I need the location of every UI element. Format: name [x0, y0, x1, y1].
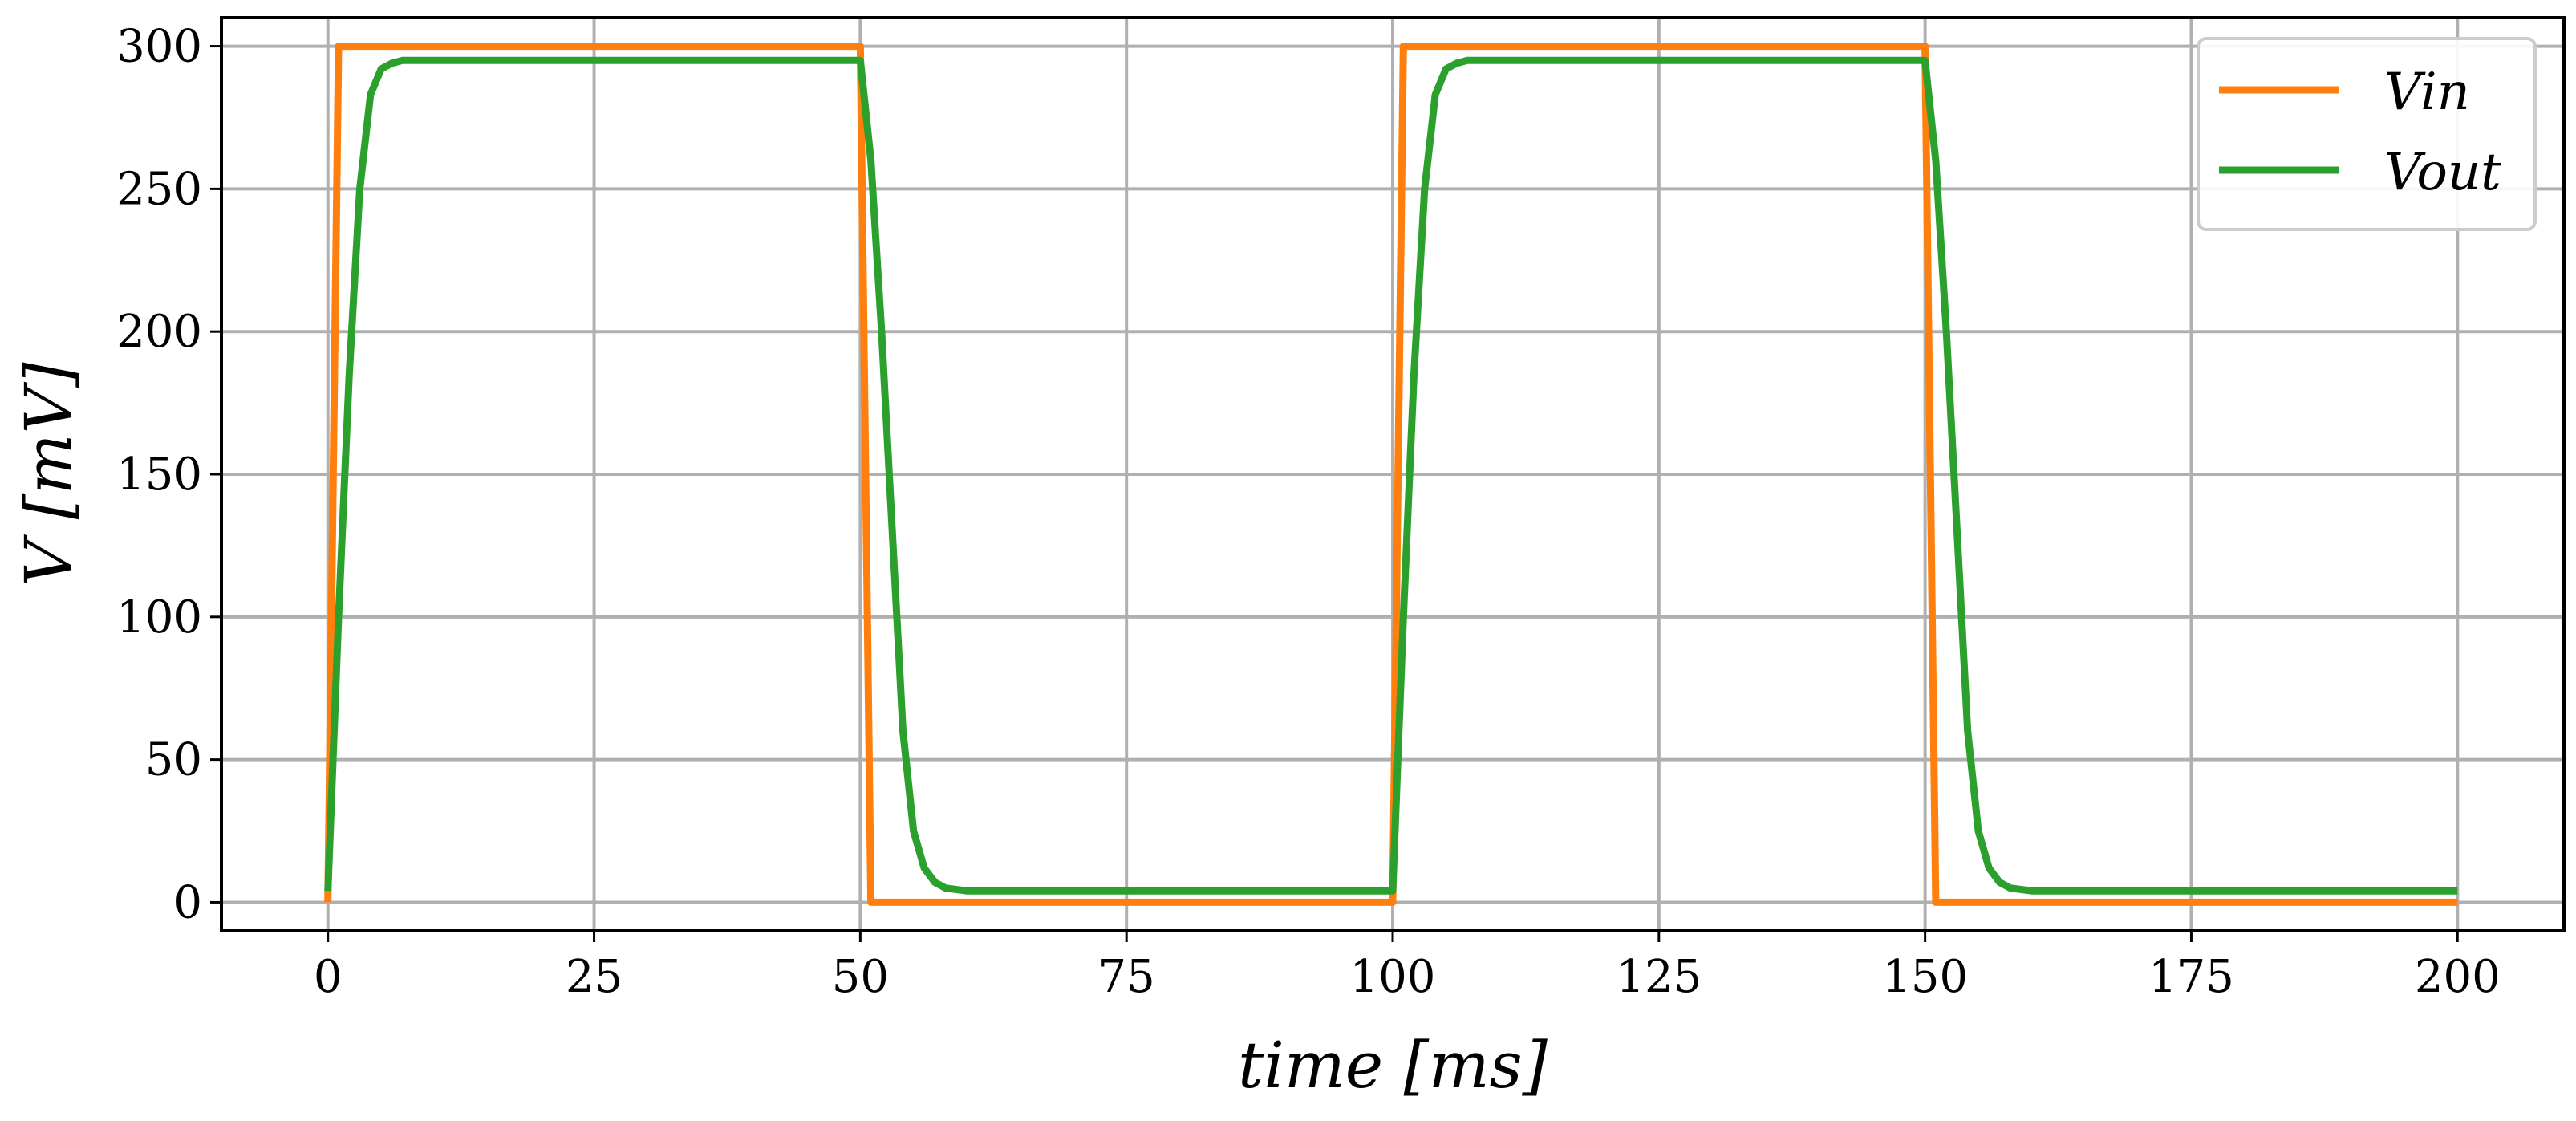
legend-label-vout: Vout [2384, 143, 2501, 202]
series-group [324, 43, 2458, 906]
y-axis-label: V [mV] [11, 362, 86, 587]
x-axis-label: time [ms] [1238, 1028, 1548, 1103]
y-tick-label: 300 [116, 21, 202, 73]
x-tick-label: 75 [1098, 951, 1155, 1003]
legend-label-vin: Vin [2384, 63, 2470, 122]
x-tick-label: 150 [1882, 951, 1968, 1003]
y-tick-label: 250 [116, 163, 202, 215]
x-tick-label: 200 [2415, 951, 2501, 1003]
x-tick-label: 25 [566, 951, 623, 1003]
series-line-vout [324, 56, 2458, 895]
y-tick-label: 200 [116, 306, 202, 358]
y-tick-label: 100 [116, 591, 202, 644]
x-tick-label: 50 [832, 951, 889, 1003]
y-tick-label: 150 [116, 449, 202, 501]
legend: Vin Vout [2197, 37, 2537, 231]
series-line-vin [324, 43, 2458, 906]
y-tick-label: 50 [145, 734, 202, 786]
x-tick-label: 0 [314, 951, 343, 1003]
y-tick-label: 0 [173, 876, 202, 928]
x-tick-label: 125 [1616, 951, 1702, 1003]
ticks: 0 25 50 75 100 125 150 175 200 0 50 100 150 200 250 300 [116, 21, 2501, 1003]
x-tick-label: 100 [1350, 951, 1436, 1003]
x-tick-label: 175 [2148, 951, 2234, 1003]
